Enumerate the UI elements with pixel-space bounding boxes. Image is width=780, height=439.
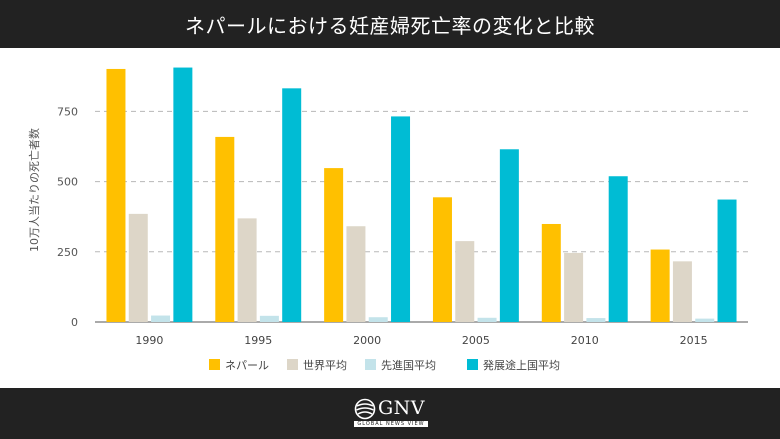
legend-label: 世界平均 (303, 359, 347, 372)
bar (608, 176, 628, 322)
bar (717, 199, 737, 322)
legend-label: 発展途上国平均 (483, 358, 560, 372)
bar (368, 317, 388, 322)
globe-icon (354, 398, 376, 420)
x-tick-label: 2005 (462, 334, 490, 347)
bar (455, 241, 475, 322)
legend-swatch (467, 359, 478, 370)
y-tick-label: 250 (57, 246, 78, 259)
bar (672, 261, 692, 322)
x-tick-label: 2000 (353, 334, 381, 347)
y-axis-label: 10万人当たりの死亡者数 (27, 128, 41, 252)
legend-swatch (287, 359, 298, 370)
bar (564, 252, 584, 322)
x-tick-label: 1990 (135, 334, 163, 347)
bar (586, 318, 606, 322)
logo-subtext: GLOBAL NEWS VIEW (357, 421, 425, 427)
legend-swatch (365, 359, 376, 370)
logo-text: GNV (378, 397, 426, 419)
bar (650, 249, 670, 322)
y-tick-label: 500 (57, 176, 78, 189)
gnv-logo[interactable]: GNV GLOBAL NEWS VIEW (352, 396, 430, 432)
legend-label: ネパール (225, 359, 269, 372)
bar (173, 67, 193, 322)
footer-bar: GNV GLOBAL NEWS VIEW (0, 388, 780, 439)
header-bar: ネパールにおける妊産婦死亡率の変化と比較 (0, 0, 780, 48)
bar (477, 317, 497, 322)
bar (695, 318, 715, 322)
y-tick-label: 750 (57, 105, 78, 118)
bar (128, 213, 148, 322)
bar (151, 315, 171, 322)
x-tick-label: 1995 (244, 334, 272, 347)
bar (259, 315, 279, 322)
bar (391, 116, 411, 322)
bar (237, 218, 257, 322)
bar (541, 223, 561, 322)
logo-band (354, 421, 428, 427)
bar (106, 68, 126, 323)
bar (499, 149, 519, 322)
bar (324, 168, 344, 322)
legend-swatch (209, 359, 220, 370)
x-tick-label: 2015 (680, 334, 708, 347)
legend-label: 先進国平均 (381, 359, 436, 372)
bar-chart: 0 250 500 750 10万人当たりの死亡者数 1990 1995 2000 2005 20… (27, 67, 748, 372)
bar (346, 226, 366, 322)
page-title: ネパールにおける妊産婦死亡率の変化と比較 (185, 13, 595, 38)
y-tick-label: 0 (71, 316, 78, 329)
bar (282, 88, 302, 322)
bar (432, 197, 452, 322)
bar (215, 136, 235, 322)
x-tick-label: 2010 (571, 334, 599, 347)
chart-area: 0 250 500 750 10万人当たりの死亡者数 1990 1995 2000 2005 20… (0, 48, 780, 388)
